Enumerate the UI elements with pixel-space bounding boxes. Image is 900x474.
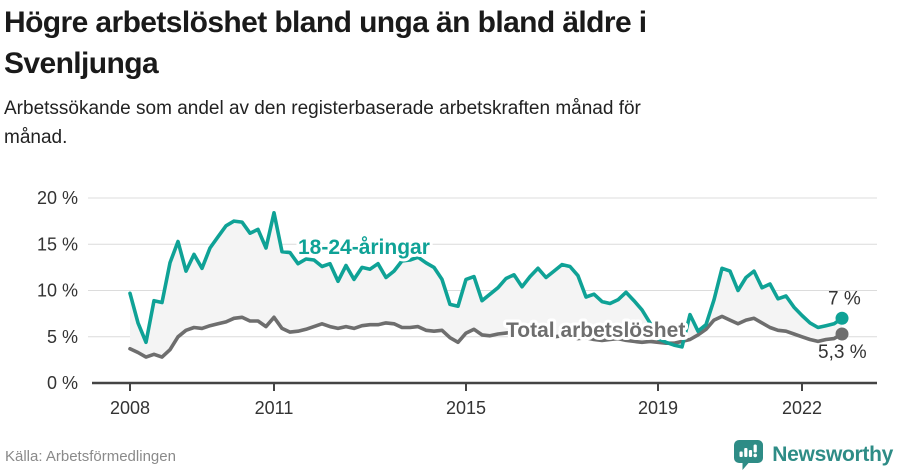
page-title-line2: Svenljunga — [4, 47, 159, 80]
y-tick-label: 10 % — [37, 281, 78, 301]
page-title: Högre arbetslöshet bland unga än bland ä… — [4, 2, 874, 84]
chart-subtitle-line1: Arbetssökande som andel av den registerb… — [4, 98, 641, 119]
x-tick-label: 2019 — [638, 398, 678, 418]
x-tick-label: 2008 — [110, 398, 150, 418]
youth-series-line — [128, 210, 844, 349]
youth-end-dot — [835, 311, 849, 325]
source-note: Källa: Arbetsförmedlingen — [5, 448, 176, 465]
total-end-dot — [835, 327, 849, 341]
newsworthy-logo: Newsworthy — [732, 438, 893, 471]
x-tick-label: 2015 — [446, 398, 486, 418]
y-tick-label: 5 % — [47, 327, 78, 347]
y-tick-label: 15 % — [37, 234, 78, 254]
gap-band-fill — [130, 212, 842, 358]
youth-series-label: 18-24-åringar — [298, 236, 430, 259]
y-tick-label: 20 % — [37, 188, 78, 208]
x-tick-label: 2011 — [255, 398, 294, 418]
y-tick-label: 0 % — [47, 373, 78, 393]
total-series-label: Total arbetslöshet — [506, 319, 685, 342]
total-end-value: 5,3 % — [818, 342, 867, 363]
x-tick-label: 2022 — [782, 398, 822, 418]
newsworthy-badge-bar-chart-icon — [734, 440, 764, 470]
newsworthy-logo-text: Newsworthy — [772, 442, 893, 466]
total-series-line — [128, 314, 844, 359]
chart-subtitle-line2: månad. — [4, 127, 68, 148]
youth-end-value: 7 % — [828, 288, 861, 309]
chart-subtitle: Arbetssökande som andel av den registerb… — [4, 94, 864, 152]
unemployment-line-chart: 2008 2011 2015 2019 2022 0 % 5 % 10 % 15 % 20 % 18… — [37, 188, 877, 418]
page-title-line1: Högre arbetslöshet bland unga än bland ä… — [4, 6, 647, 39]
